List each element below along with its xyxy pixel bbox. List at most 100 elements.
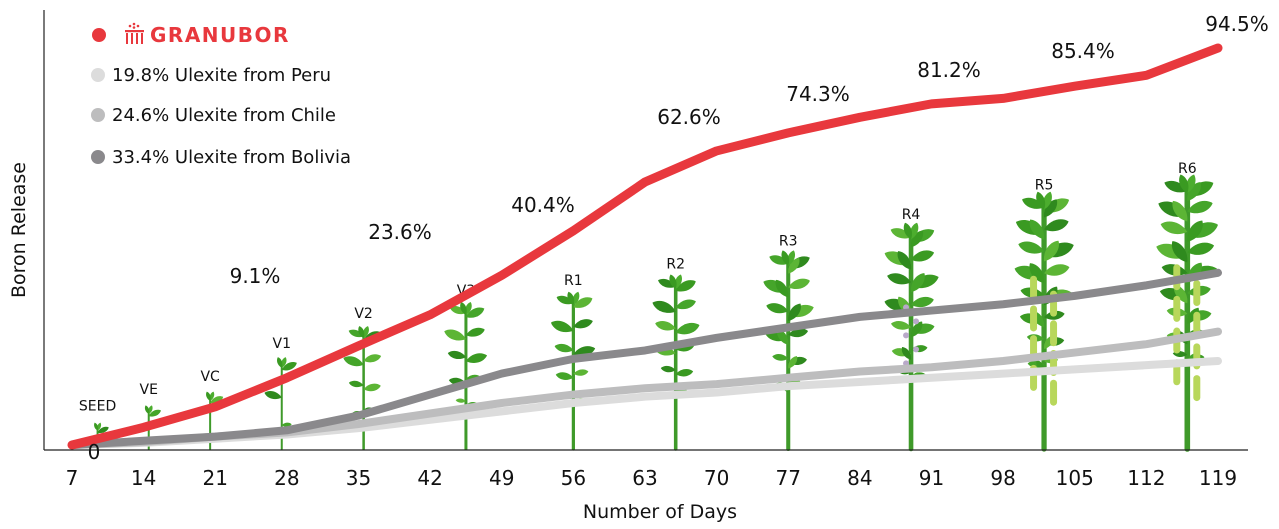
plant-leaf xyxy=(1029,219,1045,240)
plant-leaf xyxy=(348,380,364,388)
data-label-day-49: 40.4% xyxy=(511,193,575,217)
stage-label-v2: V2 xyxy=(354,306,372,322)
data-label-day-77: 74.3% xyxy=(786,82,850,106)
plant-leaf xyxy=(348,329,364,338)
plant-leaf xyxy=(675,299,696,310)
data-labels: 9.1% 23.6% 40.4% 62.6% 74.3% 81.2% 85.4% 94.5% xyxy=(230,12,1269,288)
plant-leaf xyxy=(776,329,789,345)
stage-label-seed: SEED xyxy=(79,399,116,415)
x-tick-label-98: 98 xyxy=(990,466,1015,490)
y-axis-title: Boron Release xyxy=(8,162,30,298)
plant-leaf xyxy=(1044,219,1069,232)
plant-leaf xyxy=(465,307,485,318)
plant-leaf xyxy=(788,278,810,290)
plant-leaf xyxy=(675,280,696,292)
plant-leaf xyxy=(911,250,935,262)
x-tick-label-77: 77 xyxy=(776,466,801,490)
soy-pod xyxy=(1030,275,1038,302)
plant-leaf xyxy=(1018,241,1045,254)
x-tick-label-35: 35 xyxy=(346,466,371,490)
plant-leaf xyxy=(660,365,676,373)
stage-label-r3: R3 xyxy=(779,234,798,250)
plant-leaf xyxy=(675,368,694,377)
plant-leaf xyxy=(1186,174,1196,193)
plant-leaf xyxy=(903,222,913,240)
x-tick-label-21: 21 xyxy=(203,466,228,490)
data-label-day-35: 23.6% xyxy=(368,220,432,244)
plant-leaf xyxy=(1044,240,1059,262)
plant-leaf xyxy=(572,291,580,306)
growth-stage-plants xyxy=(94,174,1219,452)
plant-leaf xyxy=(555,372,574,380)
plant-leaf xyxy=(209,391,215,401)
plant-leaf xyxy=(264,391,282,400)
plant-leaf xyxy=(362,326,369,339)
plant-leaf xyxy=(281,357,287,368)
plant-leaf xyxy=(97,426,109,433)
plant-r3 xyxy=(763,250,814,452)
plant-leaf xyxy=(1042,191,1052,210)
plant-leaf xyxy=(358,326,365,339)
plant-leaf xyxy=(1164,180,1188,193)
plant-leaf xyxy=(343,356,364,367)
x-tick-label-91: 91 xyxy=(919,466,944,490)
plant-leaf xyxy=(455,398,466,403)
soy-pod xyxy=(1193,375,1201,402)
plant-leaf xyxy=(910,273,925,293)
plant-leaf xyxy=(97,422,102,431)
plant-leaf xyxy=(887,273,912,285)
plant-leaf xyxy=(910,321,923,338)
plant-leaf xyxy=(1160,221,1188,235)
legend-marker-chile xyxy=(91,108,105,122)
plant-leaf xyxy=(788,303,801,322)
x-tick-label-119: 119 xyxy=(1199,466,1237,490)
plant-leaf xyxy=(652,300,676,313)
plant-leaf xyxy=(148,405,153,415)
plant-r2 xyxy=(652,274,700,451)
plant-leaf xyxy=(281,361,297,371)
stage-label-r5: R5 xyxy=(1035,178,1054,194)
x-tick-label-14: 14 xyxy=(131,466,156,490)
plant-leaf xyxy=(1172,200,1188,222)
plant-r5 xyxy=(1014,191,1074,452)
x-tick-label-84: 84 xyxy=(847,466,872,490)
flower-bud xyxy=(903,332,910,339)
plant-leaf xyxy=(554,343,574,353)
plant-r4 xyxy=(884,222,939,452)
plant-leaf xyxy=(573,369,589,376)
plant-leaf xyxy=(1044,199,1058,218)
plant-leaf xyxy=(573,297,593,308)
legend-marker-peru xyxy=(91,68,105,82)
legend: GRANUBOR 19.8% Ulexite from Peru 24.6% U… xyxy=(91,22,351,168)
plant-r1 xyxy=(550,291,596,451)
x-tick-label-105: 105 xyxy=(1056,466,1094,490)
plant-leaf xyxy=(658,278,676,288)
legend-label-chile: 24.6% Ulexite from Chile xyxy=(112,105,336,126)
plant-leaf xyxy=(1036,191,1046,210)
x-tick-label-56: 56 xyxy=(561,466,586,490)
plant-leaf xyxy=(781,250,790,266)
plant-leaf xyxy=(447,350,466,360)
stage-label-r6: R6 xyxy=(1178,161,1197,177)
series-line-granubor xyxy=(67,43,1223,450)
plant-leaf xyxy=(769,255,789,265)
plant-leaf xyxy=(550,320,574,333)
plant-leaf xyxy=(890,228,912,239)
plant-leaf xyxy=(94,422,99,431)
stage-label-ve: VE xyxy=(140,382,158,398)
plant-leaf xyxy=(210,396,224,404)
plant-leaf xyxy=(1022,197,1045,209)
legend-label-peru: 19.8% Ulexite from Peru xyxy=(112,65,331,86)
plant-leaf xyxy=(1179,174,1189,193)
x-tick-label-112: 112 xyxy=(1127,466,1165,490)
stage-label-r4: R4 xyxy=(902,207,921,223)
plant-leaf xyxy=(910,230,924,248)
x-tick-label-42: 42 xyxy=(417,466,442,490)
plant-leaf xyxy=(901,346,912,360)
series-line-33-4-ulexite-from-bolivia xyxy=(68,268,1222,449)
plant-leaf xyxy=(1187,242,1215,255)
plant-leaf xyxy=(675,322,700,335)
legend-item-bolivia: 33.4% Ulexite from Bolivia xyxy=(91,147,351,168)
